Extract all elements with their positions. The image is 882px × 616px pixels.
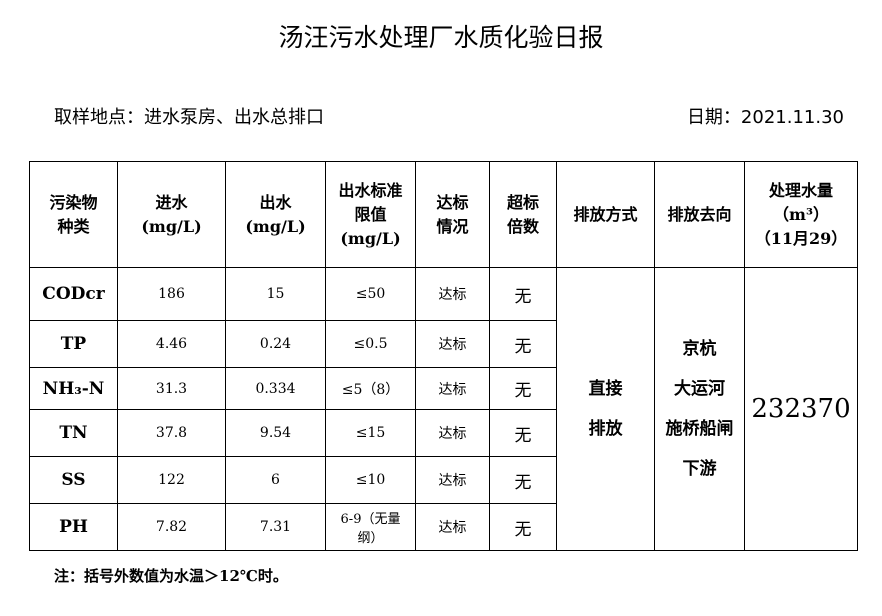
cell-name: TP — [29, 320, 118, 368]
header-line: 排放去向 — [667, 204, 732, 224]
column-header: 处理水量 （m³） （11月29） — [744, 161, 858, 268]
cell-exceed: 无 — [489, 367, 557, 410]
column-header: 排放去向 — [654, 161, 745, 268]
page-title: 汤汪污水处理厂水质化验日报 — [278, 23, 604, 52]
table-row: CODcr 186 15 ≤50 达标无直接 排放 京杭 大运河 施桥船闸 下游 232370 — [29, 267, 858, 551]
cell-limit: ≤0.5 — [325, 320, 416, 368]
column-header: 污染物种类 — [29, 161, 118, 268]
cell-name: TN — [29, 409, 118, 457]
cell-out: 7.31 — [225, 503, 326, 551]
table-row: TN 37.8 9.54 ≤15 达标无 — [29, 409, 858, 457]
cell-limit: ≤5（8） — [325, 367, 416, 410]
cell-in: 31.3 — [117, 367, 226, 410]
header-line: 限值 — [354, 204, 387, 224]
cell-out: 0.24 — [225, 320, 326, 368]
cell-name: SS — [29, 456, 118, 504]
column-header: 出水标准限值 (mg/L) — [325, 161, 416, 268]
cell-limit: ≤10 — [325, 456, 416, 504]
cell-limit: 6-9（无量纲） — [325, 503, 416, 551]
text-line: 下游 — [682, 459, 717, 479]
water-quality-table: 污染物种类 进水(mg/L) 出水(mg/L) 出水标准限值 (mg/L) 达标情况 超标倍… — [29, 161, 858, 551]
discharge-destination: 京杭大运河施桥船闸下游 — [654, 267, 745, 551]
cell-in: 186 — [117, 267, 226, 321]
text-line: 施桥船闸 — [665, 419, 734, 439]
header-line: 排放方式 — [573, 204, 638, 224]
cell-out: 9.54 — [225, 409, 326, 457]
table-row: PH 7.82 7.31 6-9（无量纲） 达标无 — [29, 503, 858, 551]
cell-status: 达标 — [415, 409, 490, 457]
cell-exceed: 无 — [489, 503, 557, 551]
cell-exceed: 无 — [489, 409, 557, 457]
table-row: NH₃-N 31.3 0.334 ≤5（8） 达标无 — [29, 367, 858, 410]
cell-status: 达标 — [415, 320, 490, 368]
header-line: 出水标准 — [338, 180, 403, 200]
cell-name: PH — [29, 503, 118, 551]
column-header: 出水(mg/L) — [225, 161, 326, 268]
text-line: 排放 — [588, 419, 623, 439]
text-line: 大运河 — [674, 379, 725, 399]
footnote: 注：括号外数值为水温＞12℃时。 — [54, 567, 288, 585]
cell-in: 7.82 — [117, 503, 226, 551]
column-header: 排放方式 — [556, 161, 655, 268]
cell-in: 4.46 — [117, 320, 226, 368]
cell-out: 15 — [225, 267, 326, 321]
cell-status: 达标 — [415, 367, 490, 410]
header-line: 处理水量 — [768, 180, 833, 200]
cell-out: 0.334 — [225, 367, 326, 410]
table-row: TP 4.46 0.24 ≤0.5 达标无 — [29, 320, 858, 368]
column-header: 达标情况 — [415, 161, 490, 268]
cell-name: NH₃-N — [29, 367, 118, 410]
cell-status: 达标 — [415, 456, 490, 504]
cell-in: 37.8 — [117, 409, 226, 457]
header-text: 出水(mg/L) — [245, 192, 306, 236]
header-line: （m³） — [773, 204, 829, 224]
header-line: (mg/L) — [340, 228, 401, 248]
text-line: 京杭 — [682, 339, 717, 359]
cell-exceed: 无 — [489, 320, 557, 368]
cell-in: 122 — [117, 456, 226, 504]
cell-name: CODcr — [29, 267, 118, 321]
header-text: 达标情况 — [436, 192, 469, 236]
header-text: 超标倍数 — [506, 192, 539, 236]
cell-limit: ≤15 — [325, 409, 416, 457]
sampling-location: 取样地点：进水泵房、出水总排口 — [54, 107, 324, 128]
cell-exceed: 无 — [489, 267, 557, 321]
column-header: 超标倍数 — [489, 161, 557, 268]
cell-limit: ≤50 — [325, 267, 416, 321]
table-row: SS 122 6 ≤10 达标无 — [29, 456, 858, 504]
text-line: 直接 — [588, 379, 623, 399]
treated-volume: 232370 — [744, 267, 858, 551]
discharge-method: 直接 排放 — [556, 267, 655, 551]
header-line: （11月29） — [754, 228, 848, 248]
header-text: 进水(mg/L) — [141, 192, 202, 236]
report-date: 日期：2021.11.30 — [686, 107, 844, 128]
cell-exceed: 无 — [489, 456, 557, 504]
cell-status: 达标 — [415, 503, 490, 551]
cell-status: 达标 — [415, 267, 490, 321]
header-text: 污染物种类 — [49, 192, 98, 236]
cell-out: 6 — [225, 456, 326, 504]
column-header: 进水(mg/L) — [117, 161, 226, 268]
